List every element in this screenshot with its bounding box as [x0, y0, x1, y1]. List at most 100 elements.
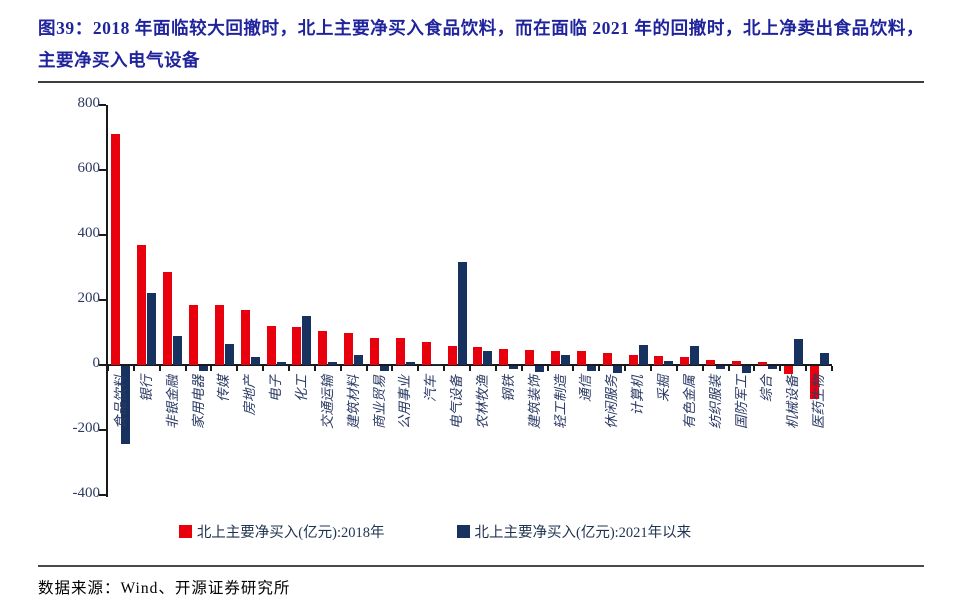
x-category-label: 医药生物	[811, 373, 866, 429]
legend-item-2021: 北上主要净买入(亿元):2021年以来	[456, 521, 692, 542]
bar-2018-有色金属	[680, 356, 690, 365]
bar-2018-汽车	[421, 342, 431, 365]
bar-2021-电气设备	[457, 261, 467, 365]
bar-2018-休闲服务	[602, 353, 612, 365]
x-tick	[494, 366, 497, 371]
bar-2021-采掘	[664, 361, 674, 365]
x-category-label-text: 休闲服务	[604, 375, 620, 429]
legend-swatch-navy	[456, 525, 470, 538]
y-tick	[99, 494, 106, 496]
figure-title: 图39：2018 年面临较大回撤时，北上主要净买入食品饮料，而在面临 2021 …	[38, 18, 924, 70]
x-tick	[417, 366, 420, 371]
legend-item-2018: 北上主要净买入(亿元):2018年	[178, 521, 385, 542]
x-category-label-text: 钢铁	[500, 375, 516, 402]
plot-area: 食品饮料 银行 非银金融 家用电器 传媒 房地产 电子 化工 交通运输 建筑材料 商业贸易 公用事业汽…	[99, 104, 833, 497]
x-tick	[727, 366, 730, 371]
bar-2018-传媒	[214, 304, 224, 365]
y-tick-label: 0	[92, 355, 101, 371]
bar-2021-医药生物	[819, 352, 829, 365]
bar-2018-电子	[266, 326, 276, 365]
bar-2018-建筑材料	[344, 333, 354, 365]
bar-2021-食品饮料	[121, 366, 131, 444]
bar-2021-商业贸易	[380, 366, 389, 371]
bar-2021-机械设备	[793, 339, 803, 365]
x-category-label-text: 建筑材料	[345, 375, 361, 429]
legend-label-2021: 北上主要净买入(亿元):2021年以来	[474, 525, 692, 541]
bar-2018-交通运输	[318, 330, 328, 365]
y-tick-label: 400	[77, 225, 101, 241]
x-category-label-text: 非银金融	[164, 375, 180, 429]
bar-2021-建筑材料	[354, 355, 364, 365]
bar-2021-轻工制造	[561, 355, 570, 365]
x-category-label: 银行	[139, 373, 167, 402]
x-tick	[546, 366, 549, 371]
x-tick	[701, 366, 704, 371]
x-category-label-text: 有色金属	[681, 375, 697, 429]
x-category-label-text: 公用事业	[397, 375, 413, 429]
x-category-label-text: 交通运输	[319, 375, 335, 429]
x-tick	[753, 366, 756, 371]
data-source: 数据来源：Wind、开源证券研究所	[38, 580, 291, 597]
x-category-label-text: 传媒	[216, 375, 232, 402]
bar-2021-计算机	[638, 344, 648, 365]
bar-2018-计算机	[628, 354, 638, 365]
bar-2021-综合	[767, 366, 777, 369]
x-tick	[288, 366, 290, 371]
bar-2021-有色金属	[690, 346, 700, 365]
bar-2021-公用事业	[405, 362, 415, 365]
bar-2018-采掘	[654, 355, 664, 365]
y-tick	[99, 364, 106, 366]
x-category-label: 传媒	[216, 373, 244, 402]
y-tick-label: -200	[72, 420, 101, 436]
chart-legend: 北上主要净买入(亿元):2018年 北上主要净买入(亿元):2021年以来	[38, 521, 832, 542]
x-tick	[779, 366, 782, 371]
x-tick	[650, 366, 652, 371]
x-category-label-text: 计算机	[630, 375, 646, 416]
x-category-label-text: 商业贸易	[371, 375, 387, 429]
bar-2021-休闲服务	[612, 366, 622, 373]
bar-2018-房地产	[240, 310, 250, 365]
x-category-label-text: 化工	[293, 375, 309, 402]
x-category-label-text: 医药生物	[811, 375, 827, 429]
y-tick	[99, 169, 106, 171]
x-tick	[624, 366, 627, 371]
bar-2018-轻工制造	[551, 350, 560, 365]
x-tick	[572, 366, 575, 371]
x-tick	[339, 366, 342, 371]
x-category-label-text: 银行	[138, 375, 154, 402]
bar-2021-电子	[276, 362, 286, 365]
bar-2018-公用事业	[395, 338, 405, 365]
x-tick	[236, 366, 239, 371]
x-tick	[107, 366, 109, 371]
bar-2021-农林牧渔	[483, 350, 493, 365]
x-category-label-text: 汽车	[423, 375, 439, 402]
x-category-label-text: 国防军工	[733, 375, 749, 429]
x-tick	[675, 366, 678, 371]
x-tick	[184, 366, 187, 371]
source-divider	[38, 565, 924, 567]
bar-2021-化工	[302, 315, 312, 365]
bar-2018-电气设备	[447, 345, 457, 365]
bar-2018-农林牧渔	[473, 347, 483, 365]
x-tick	[313, 366, 316, 371]
x-tick	[365, 366, 368, 371]
y-axis-line	[106, 105, 108, 497]
y-tick	[99, 234, 106, 236]
title-divider	[38, 81, 924, 83]
x-category-label-text: 通信	[578, 375, 594, 402]
bar-2018-商业贸易	[370, 337, 379, 365]
x-category-label-text: 房地产	[242, 375, 258, 416]
legend-label-2018: 北上主要净买入(亿元):2018年	[196, 525, 385, 541]
x-category-label-text: 轻工制造	[552, 375, 568, 429]
y-tick	[99, 299, 106, 301]
bar-chart: 食品饮料 银行 非银金融 家用电器 传媒 房地产 电子 化工 交通运输 建筑材料 商业贸易 公用事业汽…	[38, 91, 922, 565]
x-category-label: 综合	[759, 373, 787, 402]
x-tick	[132, 366, 135, 371]
bar-2018-家用电器	[189, 304, 198, 365]
bar-2021-非银金融	[173, 336, 183, 365]
bar-2021-国防军工	[742, 366, 751, 374]
bar-2018-非银金融	[163, 272, 173, 365]
x-category-label-text: 家用电器	[190, 375, 206, 429]
bar-2018-食品饮料	[111, 134, 121, 365]
